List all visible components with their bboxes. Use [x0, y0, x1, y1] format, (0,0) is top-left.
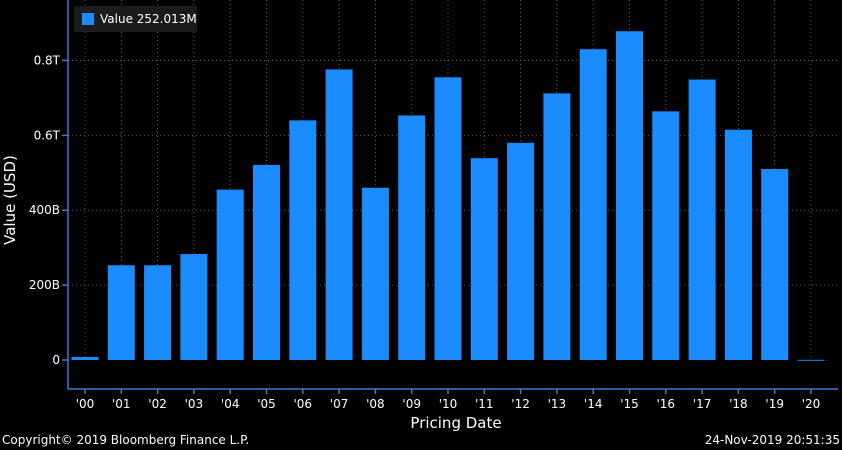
bar-08: [361, 187, 389, 360]
x-tick-label: '18: [729, 397, 748, 411]
bar-11: [470, 158, 498, 360]
bar-14: [579, 49, 607, 360]
bar-13: [543, 93, 571, 360]
legend-label: Value 252.013M: [100, 12, 197, 26]
x-tick-label: '07: [330, 397, 349, 411]
bar-05: [253, 164, 280, 360]
x-tick-label: '02: [148, 397, 167, 411]
x-tick-label: '08: [366, 397, 385, 411]
y-tick-label: 0: [52, 353, 60, 367]
bar-19: [761, 169, 789, 360]
bar-20: [797, 359, 825, 361]
bar-00: [71, 357, 99, 360]
x-tick-label: '01: [112, 397, 131, 411]
chart-legend: Value 252.013M: [74, 6, 197, 32]
x-tick-label: '06: [294, 397, 313, 411]
bar-04: [216, 189, 244, 360]
bar-01: [107, 265, 135, 360]
x-tick-label: '13: [548, 397, 567, 411]
x-tick-label: '16: [657, 397, 676, 411]
bar-17: [688, 79, 716, 361]
x-tick-label: '04: [221, 397, 240, 411]
x-tick-label: '12: [511, 397, 530, 411]
x-tick-label: '03: [185, 397, 204, 411]
bar-07: [325, 69, 353, 360]
bar-16: [652, 111, 680, 360]
bar-06: [289, 120, 317, 360]
copyright-text: Copyright© 2019 Bloomberg Finance L.P.: [2, 433, 250, 447]
x-tick-label: '11: [475, 397, 494, 411]
bar-03: [180, 254, 208, 360]
legend-swatch: [82, 13, 94, 25]
bar-18: [724, 129, 752, 360]
x-tick-label: '15: [620, 397, 639, 411]
y-tick-label: 0.8T: [34, 53, 61, 67]
y-tick-label: 200B: [29, 278, 60, 292]
x-tick-label: '10: [439, 397, 458, 411]
x-axis-title: Pricing Date: [410, 414, 501, 432]
bar-12: [507, 142, 535, 360]
x-tick-label: '20: [802, 397, 821, 411]
bar-10: [434, 77, 462, 361]
x-tick-label: '00: [76, 397, 95, 411]
y-tick-label: 0.6T: [34, 128, 61, 142]
bar-09: [398, 115, 426, 360]
x-tick-label: '19: [765, 397, 784, 411]
x-tick-label: '17: [693, 397, 712, 411]
y-axis-title: Value (USD): [1, 155, 19, 245]
x-tick-label: '09: [402, 397, 421, 411]
bar-15: [616, 31, 643, 360]
bar-02: [144, 265, 172, 360]
x-tick-label: '05: [257, 397, 276, 411]
x-tick-label: '14: [584, 397, 603, 411]
y-tick-label: 400B: [29, 203, 60, 217]
timestamp-text: 24-Nov-2019 20:51:35: [704, 433, 840, 447]
